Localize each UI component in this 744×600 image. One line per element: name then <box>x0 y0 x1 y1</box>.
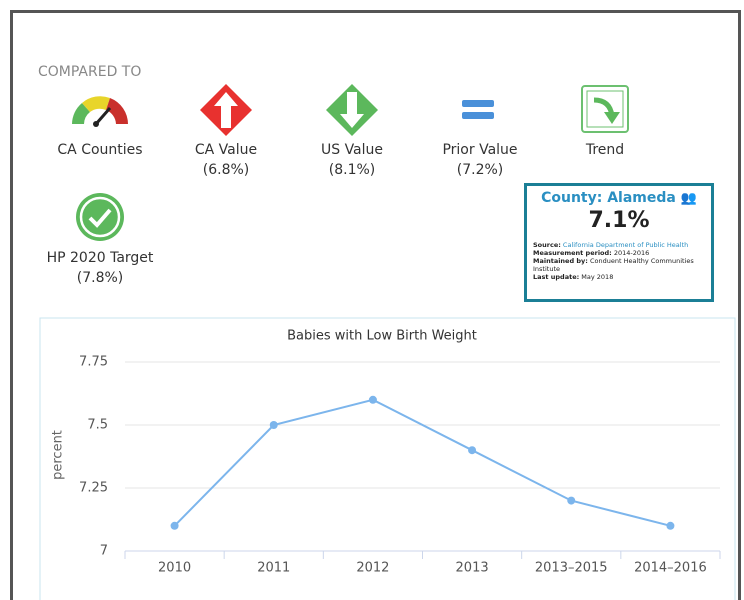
frame <box>10 10 741 600</box>
point <box>170 521 179 530</box>
y-tick-label: 7.75 <box>79 355 108 370</box>
x-tick-label: 2010 <box>158 561 191 576</box>
compare-label: HP 2020 Target <box>47 250 154 266</box>
detail-text: 2014-2016 <box>613 249 650 257</box>
detail-key: Source: <box>533 241 561 249</box>
detail-text: May 2018 <box>581 273 614 281</box>
gauge-icon <box>72 96 128 127</box>
detail-text: Conduent Healthy Communities Institute <box>533 257 694 273</box>
tooltip-title: County: Alameda 👥 <box>541 190 697 206</box>
point <box>666 521 675 530</box>
trend-icon <box>581 85 629 133</box>
detail: Maintained by: Conduent Healthy Communit… <box>533 257 705 273</box>
line <box>173 398 671 527</box>
chart-box <box>39 317 736 600</box>
tooltip: County: Alameda 👥 7.1% Source: Californi… <box>524 183 714 302</box>
compare-label: Trend <box>585 142 624 158</box>
compare-label: US Value <box>321 142 383 158</box>
point <box>567 496 576 505</box>
chart-title: Babies with Low Birth Weight <box>287 329 477 344</box>
x-tick-label: 2011 <box>257 561 290 576</box>
y-tick-label: 7.5 <box>87 418 108 433</box>
x-tick-label: 2012 <box>356 561 389 576</box>
compare-value: (7.2%) <box>457 162 504 178</box>
tooltip-title-text: County: Alameda <box>541 190 676 206</box>
compare-label: Prior Value <box>442 142 517 158</box>
x-tick-label: 2014–2016 <box>634 561 707 576</box>
compare-value: (8.1%) <box>329 162 376 178</box>
target-icon <box>76 193 124 241</box>
us-value-icon <box>326 84 378 136</box>
heading: COMPARED TO <box>38 64 141 80</box>
detail-key: Last update: <box>533 273 580 281</box>
x-tick-label: 2013–2015 <box>535 561 608 576</box>
x-tick-label: 2013 <box>456 561 489 576</box>
prior-value-icon <box>462 100 494 119</box>
point <box>368 395 377 404</box>
detail: Measurement period: 2014-2016 <box>533 249 705 257</box>
detail: Source: California Department of Public … <box>533 241 705 249</box>
detail-link[interactable]: California Department of Public Health <box>562 241 689 249</box>
point <box>468 446 477 455</box>
y-axis-title: percent <box>51 430 66 480</box>
point <box>269 421 278 429</box>
compare-value: (6.8%) <box>203 162 250 178</box>
y-tick-label: 7.25 <box>79 481 108 496</box>
detail: Last update: May 2018 <box>533 273 705 281</box>
tooltip-value: 7.1% <box>588 208 650 233</box>
ca-value-icon <box>200 84 252 136</box>
compare-label: CA Value <box>195 142 257 158</box>
compare-value: (7.8%) <box>77 270 124 286</box>
detail-key: Measurement period: <box>533 249 612 257</box>
y-tick-label: 7 <box>100 544 108 559</box>
detail-key: Maintained by: <box>533 257 588 265</box>
compare-label: CA Counties <box>57 142 142 158</box>
tooltip-details: Source: California Department of Public … <box>533 241 705 281</box>
